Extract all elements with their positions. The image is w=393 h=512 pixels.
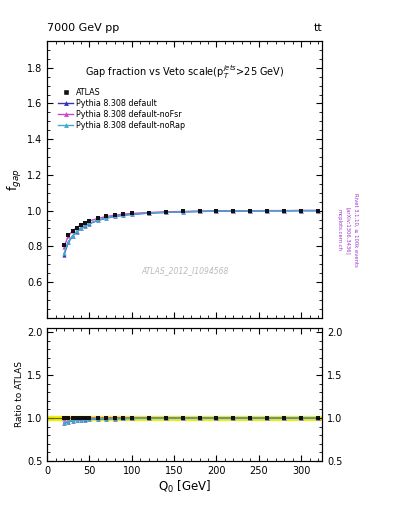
- Text: mcplots.cern.ch: mcplots.cern.ch: [336, 209, 341, 251]
- Text: 7000 GeV pp: 7000 GeV pp: [47, 23, 119, 33]
- Text: tt: tt: [314, 23, 322, 33]
- Bar: [47, 416, 322, 420]
- Y-axis label: Ratio to ATLAS: Ratio to ATLAS: [15, 361, 24, 428]
- Legend: ATLAS, Pythia 8.308 default, Pythia 8.308 default-noFsr, Pythia 8.308 default-no: ATLAS, Pythia 8.308 default, Pythia 8.30…: [57, 87, 187, 132]
- Text: Rivet 3.1.10, ≥ 100k events: Rivet 3.1.10, ≥ 100k events: [354, 194, 359, 267]
- Text: [arXiv:1306.3436]: [arXiv:1306.3436]: [345, 206, 350, 254]
- X-axis label: Q$_0$ [GeV]: Q$_0$ [GeV]: [158, 478, 211, 495]
- Y-axis label: f$_{gap}$: f$_{gap}$: [6, 168, 24, 190]
- Text: ATLAS_2012_I1094568: ATLAS_2012_I1094568: [141, 266, 228, 275]
- Text: Gap fraction vs Veto scale(p$_T^{jets}$>25 GeV): Gap fraction vs Veto scale(p$_T^{jets}$>…: [85, 63, 285, 81]
